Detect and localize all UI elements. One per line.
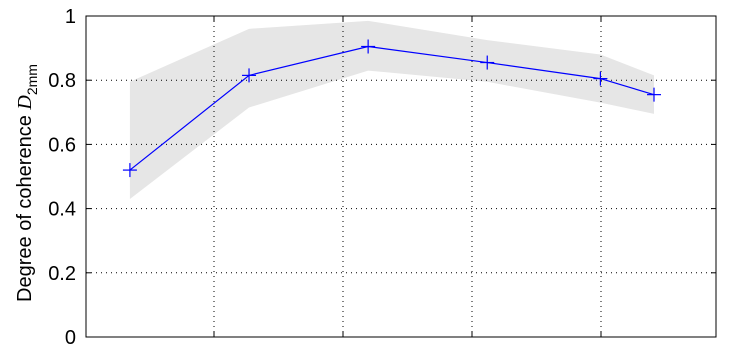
marker-layer (122, 39, 661, 178)
data-point-4 (593, 71, 608, 86)
y-tick-label-0: 0 (65, 327, 76, 346)
y-axis-label-main: Degree of coherence (14, 110, 36, 302)
y-axis-label-text: Degree of coherence D2mm (14, 64, 40, 302)
confidence-band (129, 20, 654, 199)
plot-frame (85, 15, 717, 338)
y-axis-label: Degree of coherence D2mm (14, 64, 40, 302)
grid-layer (86, 16, 716, 337)
y-tick-labels: 0 0.2 0.4 0.6 0.8 1 (48, 6, 76, 346)
y-tick-label-3: 0.6 (48, 134, 76, 156)
axes-layer (85, 15, 717, 338)
y-tick-label-1: 0.2 (48, 263, 76, 285)
y-axis-label-subscript: 2mm (24, 64, 40, 95)
series-line (129, 45, 655, 171)
data-point-0 (122, 163, 137, 178)
y-tick-label-2: 0.4 (48, 199, 76, 221)
confidence-band-layer (129, 20, 654, 199)
y-tick-label-5: 1 (65, 6, 76, 28)
data-point-2 (361, 39, 376, 54)
data-point-3 (480, 55, 495, 70)
y-axis-label-symbol: D (14, 95, 36, 111)
data-point-5 (647, 87, 661, 102)
y-tick-label-4: 0.8 (48, 70, 76, 92)
series-line-layer (129, 45, 655, 171)
data-point-1 (242, 68, 257, 83)
